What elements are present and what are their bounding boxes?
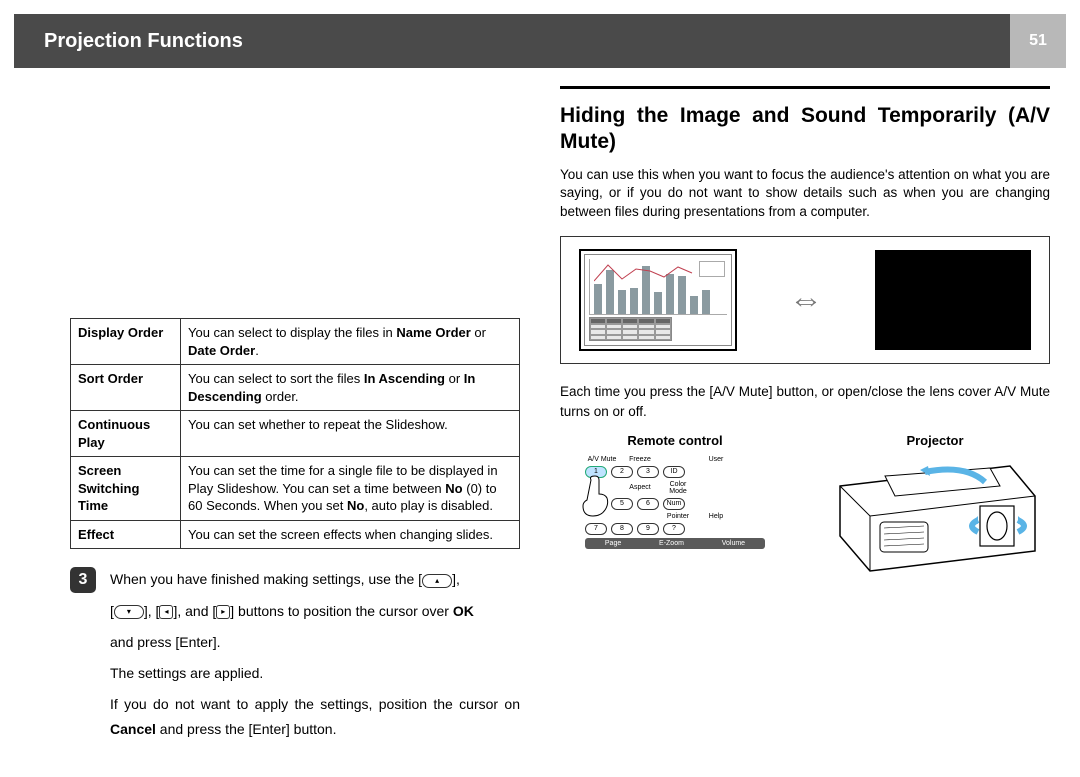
bar-chart bbox=[589, 259, 727, 315]
remote-column: Remote control A/V Mute Freeze User 1 2 … bbox=[560, 433, 790, 576]
left-column: Display Order You can select to display … bbox=[30, 68, 520, 749]
table-row: Display Order You can select to display … bbox=[71, 319, 520, 365]
opt-desc: You can set the time for a single file t… bbox=[181, 457, 520, 521]
screen-with-chart bbox=[579, 249, 737, 351]
press-instruction: Each time you press the [A/V Mute] butto… bbox=[560, 382, 1050, 423]
table-row: Continuous Play You can set whether to r… bbox=[71, 411, 520, 457]
av-mute-figure: ⇔ bbox=[560, 236, 1050, 364]
line-chart-overlay bbox=[594, 263, 694, 283]
projector-label: Projector bbox=[820, 433, 1050, 448]
right-column: Hiding the Image and Sound Temporarily (… bbox=[560, 68, 1050, 749]
page-content: Display Order You can select to display … bbox=[0, 68, 1080, 749]
remote-btn-3[interactable]: 3 bbox=[637, 466, 659, 478]
remote-btn-7[interactable]: 7 bbox=[585, 523, 607, 535]
double-arrow-icon: ⇔ bbox=[789, 281, 823, 320]
projector-diagram bbox=[830, 456, 1040, 576]
header-title: Projection Functions bbox=[44, 30, 243, 53]
up-button-icon: ▴ bbox=[422, 574, 452, 588]
down-button-icon: ▾ bbox=[114, 605, 144, 619]
freeze-button[interactable]: 2 bbox=[611, 466, 633, 478]
opt-label: Effect bbox=[71, 520, 181, 549]
opt-desc: You can set whether to repeat the Slides… bbox=[181, 411, 520, 457]
aspect-button[interactable]: 5 bbox=[611, 498, 633, 510]
table-row: Effect You can set the screen effects wh… bbox=[71, 520, 520, 549]
page-header: Projection Functions 51 bbox=[14, 14, 1066, 68]
page-number: 51 bbox=[1010, 14, 1066, 68]
left-button-icon: ◂ bbox=[159, 605, 173, 619]
screen-muted bbox=[875, 250, 1031, 350]
table-row: Screen Switching Time You can set the ti… bbox=[71, 457, 520, 521]
ezoom-label: E-Zoom bbox=[659, 540, 684, 547]
table-row: Sort Order You can select to sort the fi… bbox=[71, 365, 520, 411]
page-label: Page bbox=[605, 540, 621, 547]
section-title: Hiding the Image and Sound Temporarily (… bbox=[560, 103, 1050, 156]
pointer-button[interactable]: 9 bbox=[637, 523, 659, 535]
remote-btn-8[interactable]: 8 bbox=[611, 523, 633, 535]
section-intro: You can use this when you want to focus … bbox=[560, 166, 1050, 223]
opt-label: Sort Order bbox=[71, 365, 181, 411]
id-button[interactable]: ID bbox=[663, 466, 685, 478]
volume-label: Volume bbox=[722, 540, 745, 547]
opt-desc: You can select to display the files in N… bbox=[181, 319, 520, 365]
step-number-badge: 3 bbox=[70, 567, 96, 593]
opt-desc: You can select to sort the files In Asce… bbox=[181, 365, 520, 411]
remote-label: Remote control bbox=[560, 433, 790, 448]
options-table: Display Order You can select to display … bbox=[70, 318, 520, 549]
mini-table-icon bbox=[589, 317, 672, 341]
color-mode-button[interactable]: 6 bbox=[637, 498, 659, 510]
step-3: 3 When you have finished making settings… bbox=[70, 567, 520, 748]
remote-control-diagram: A/V Mute Freeze User 1 2 3 ID Aspect bbox=[585, 456, 765, 549]
opt-desc: You can set the screen effects when chan… bbox=[181, 520, 520, 549]
help-button[interactable]: ? bbox=[663, 523, 685, 535]
hand-pointer-icon bbox=[577, 474, 611, 518]
opt-label: Display Order bbox=[71, 319, 181, 365]
section-rule bbox=[560, 86, 1050, 89]
device-figures: Remote control A/V Mute Freeze User 1 2 … bbox=[560, 433, 1050, 576]
projector-column: Projector bbox=[820, 433, 1050, 576]
step-body: When you have finished making settings, … bbox=[110, 567, 520, 748]
opt-label: Screen Switching Time bbox=[71, 457, 181, 521]
num-button[interactable]: Num bbox=[663, 498, 685, 510]
opt-label: Continuous Play bbox=[71, 411, 181, 457]
right-button-icon: ▸ bbox=[216, 605, 230, 619]
